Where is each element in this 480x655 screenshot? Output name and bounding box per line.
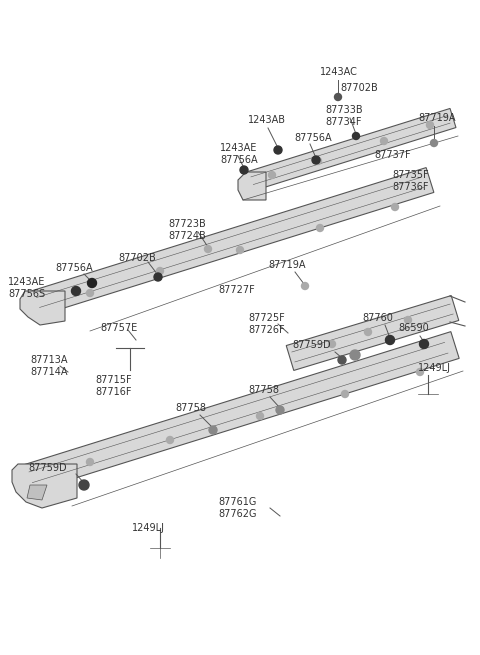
Text: 1243AB: 1243AB	[248, 115, 286, 125]
Text: 87719A: 87719A	[268, 260, 305, 270]
Circle shape	[420, 339, 429, 348]
Circle shape	[276, 406, 284, 414]
Text: 1243AE: 1243AE	[220, 143, 257, 153]
Circle shape	[301, 282, 309, 290]
Text: 87756A: 87756A	[220, 155, 258, 165]
Text: 87714A: 87714A	[30, 367, 68, 377]
Text: 87727F: 87727F	[218, 285, 255, 295]
Text: 87702B: 87702B	[340, 83, 378, 93]
Polygon shape	[20, 291, 65, 325]
Text: 87736F: 87736F	[392, 182, 429, 192]
Circle shape	[312, 156, 320, 164]
Circle shape	[154, 273, 162, 281]
Circle shape	[314, 157, 322, 164]
Text: 87734F: 87734F	[325, 117, 361, 127]
Text: 87715F: 87715F	[95, 375, 132, 385]
Text: 87761G: 87761G	[218, 497, 256, 507]
Circle shape	[86, 290, 94, 297]
Circle shape	[87, 278, 96, 288]
Text: 87735F: 87735F	[392, 170, 429, 180]
Circle shape	[405, 316, 411, 324]
Circle shape	[72, 286, 81, 295]
Circle shape	[209, 426, 217, 434]
Text: 87758: 87758	[175, 403, 206, 413]
Text: 87756A: 87756A	[294, 133, 332, 143]
Text: 87760: 87760	[362, 313, 393, 323]
Polygon shape	[238, 172, 266, 200]
Circle shape	[350, 350, 360, 360]
Circle shape	[392, 204, 398, 210]
Circle shape	[268, 172, 276, 179]
Text: 87713A: 87713A	[30, 355, 68, 365]
Circle shape	[86, 458, 94, 466]
Polygon shape	[26, 168, 434, 318]
Text: 87762G: 87762G	[218, 509, 256, 519]
Circle shape	[167, 436, 173, 443]
Text: 87725F: 87725F	[248, 313, 285, 323]
Text: 87757E: 87757E	[100, 323, 137, 333]
Circle shape	[338, 356, 346, 364]
Circle shape	[274, 146, 282, 154]
Text: 87733B: 87733B	[325, 105, 362, 115]
Circle shape	[237, 246, 243, 253]
Text: 87724B: 87724B	[168, 231, 206, 241]
Polygon shape	[18, 331, 459, 493]
Circle shape	[352, 132, 360, 140]
Text: 87756S: 87756S	[8, 289, 45, 299]
Text: 87759D: 87759D	[292, 340, 331, 350]
Circle shape	[316, 225, 324, 231]
Circle shape	[417, 369, 423, 375]
Text: 1249LJ: 1249LJ	[418, 363, 451, 373]
Circle shape	[341, 390, 348, 398]
Circle shape	[427, 121, 433, 128]
Text: 87716F: 87716F	[95, 387, 132, 397]
Circle shape	[364, 329, 372, 335]
Circle shape	[156, 267, 164, 274]
Polygon shape	[12, 464, 77, 508]
Circle shape	[328, 341, 336, 348]
Polygon shape	[286, 295, 459, 371]
Circle shape	[431, 140, 437, 147]
Circle shape	[335, 94, 341, 100]
Circle shape	[240, 166, 248, 174]
Polygon shape	[27, 485, 47, 500]
Circle shape	[381, 138, 387, 145]
Text: 1243AE: 1243AE	[8, 277, 46, 287]
Circle shape	[385, 335, 395, 345]
Text: 87759D: 87759D	[28, 463, 67, 473]
Text: 1243AC: 1243AC	[320, 67, 358, 77]
Text: 87737F: 87737F	[374, 150, 410, 160]
Circle shape	[204, 246, 212, 252]
Circle shape	[79, 480, 89, 490]
Text: 87702B: 87702B	[118, 253, 156, 263]
Text: 87726F: 87726F	[248, 325, 285, 335]
Text: 87756A: 87756A	[55, 263, 93, 273]
Text: 86590: 86590	[398, 323, 429, 333]
Circle shape	[256, 413, 264, 419]
Text: 1249LJ: 1249LJ	[132, 523, 165, 533]
Text: 87758: 87758	[248, 385, 279, 395]
Text: 87723B: 87723B	[168, 219, 206, 229]
Polygon shape	[245, 109, 456, 191]
Text: 87719A: 87719A	[418, 113, 456, 123]
